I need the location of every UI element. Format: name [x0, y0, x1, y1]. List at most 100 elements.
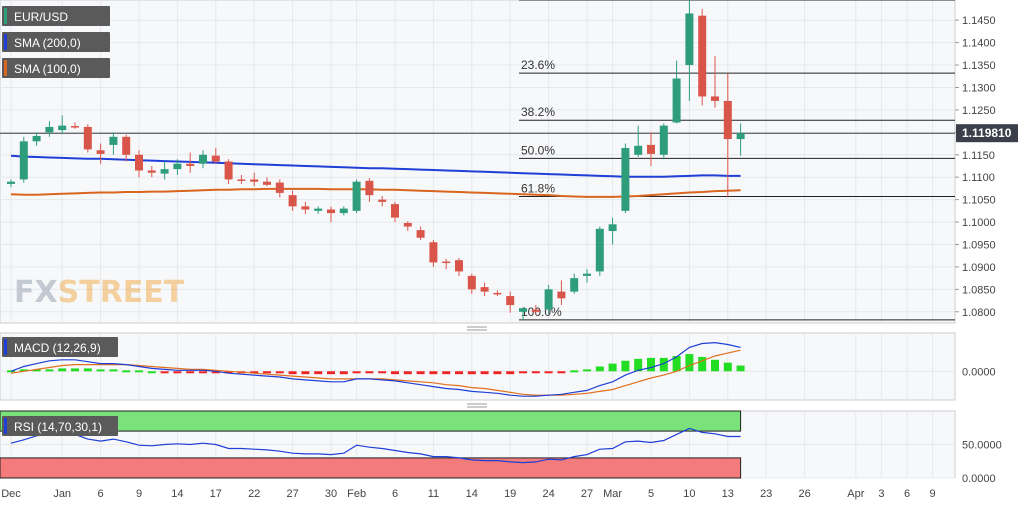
- x-tick-label: 3: [878, 488, 884, 500]
- macd-histogram-bar: [45, 369, 54, 372]
- macd-histogram-bar: [608, 363, 617, 372]
- candle-down: [698, 15, 707, 97]
- pane-divider-handle-2[interactable]: [467, 403, 487, 408]
- legend-macd-text: MACD (12,26,9): [14, 341, 101, 355]
- legend-symbol-text: EUR/USD: [14, 10, 68, 24]
- macd-histogram-bar: [493, 371, 502, 375]
- candle-up: [570, 278, 579, 292]
- y-tick-label: 1.1250: [962, 105, 996, 117]
- x-tick-label: 23: [760, 488, 772, 500]
- candle-up: [634, 145, 643, 155]
- candle-down: [301, 206, 310, 210]
- candle-up: [19, 141, 28, 180]
- y-tick-label: 1.0900: [962, 262, 996, 274]
- x-tick-label: 27: [286, 488, 298, 500]
- macd-histogram-bar: [403, 371, 412, 375]
- x-tick-label: 27: [581, 488, 593, 500]
- macd-histogram-bar: [723, 362, 732, 372]
- x-tick-label: Mar: [603, 488, 622, 500]
- watermark-text: FXSTREET: [14, 275, 185, 310]
- x-tick-label: 9: [930, 488, 936, 500]
- macd-histogram-bar: [570, 370, 579, 373]
- y-tick-label: 1.1400: [962, 38, 996, 50]
- candle-down: [186, 163, 195, 166]
- x-tick-label: Jan: [53, 488, 71, 500]
- rsi-oversold-zone: [0, 457, 742, 479]
- macd-histogram-bar: [736, 365, 745, 372]
- candle-down: [135, 154, 143, 171]
- x-tick-label: 14: [466, 488, 478, 500]
- macd-histogram-bar: [365, 371, 374, 374]
- candle-down: [493, 292, 502, 295]
- candle-down: [711, 96, 719, 101]
- candle-up: [7, 181, 15, 184]
- macd-histogram-bar: [109, 369, 118, 372]
- legend-sma100[interactable]: SMA (100,0): [2, 58, 110, 78]
- candle-down: [442, 261, 451, 264]
- x-tick-label: 13: [722, 488, 734, 500]
- candlesticks: [7, 0, 745, 320]
- x-tick-label: Apr: [847, 488, 864, 500]
- macd-histogram-bar: [480, 371, 489, 375]
- x-tick-label: 6: [392, 488, 398, 500]
- macd-histogram-bar: [634, 358, 643, 372]
- macd-histogram-bar: [263, 371, 271, 374]
- x-tick-label: 14: [171, 488, 183, 500]
- x-tick-label: 5: [648, 488, 654, 500]
- fxstreet-watermark: FXSTREET: [14, 275, 185, 310]
- fib-label: 23.6%: [521, 58, 555, 72]
- candle-up: [339, 208, 348, 214]
- legend-symbol[interactable]: EUR/USD: [2, 6, 110, 26]
- macd-histogram-bar: [416, 371, 425, 375]
- legend-sma200-text: SMA (200,0): [14, 36, 81, 50]
- candle-down: [147, 170, 156, 173]
- macd-histogram-bar: [160, 371, 169, 374]
- x-tick-label: 6: [904, 488, 910, 500]
- fib-label: 38.2%: [521, 105, 555, 119]
- x-tick-label: 10: [683, 488, 695, 500]
- macd-histogram-bar: [32, 369, 41, 372]
- pane-divider-handle-1[interactable]: [467, 326, 487, 331]
- x-tick-label: Dec: [1, 488, 21, 500]
- candle-down: [403, 222, 412, 227]
- macd-histogram-bar: [327, 371, 335, 375]
- candle-down: [365, 180, 374, 196]
- candle-up: [659, 125, 668, 155]
- legend-rsi[interactable]: RSI (14,70,30,1): [2, 416, 118, 436]
- candle-down: [83, 126, 92, 150]
- candle-down: [237, 179, 246, 181]
- macd-line: [10, 341, 741, 397]
- macd-histogram-bar: [147, 371, 156, 374]
- legend-sma200[interactable]: SMA (200,0): [2, 32, 110, 52]
- x-tick-label: 22: [248, 488, 260, 500]
- x-tick-label: 24: [542, 488, 554, 500]
- candle-up: [45, 126, 54, 133]
- legend-macd[interactable]: MACD (12,26,9): [2, 337, 118, 357]
- macd-histogram-bar: [96, 369, 105, 372]
- candle-down: [122, 136, 131, 155]
- macd-histogram-bar: [339, 371, 348, 375]
- rsi-y-tick-label: 50.0000: [962, 440, 1002, 452]
- candle-down: [96, 150, 105, 154]
- macd-histogram-bar: [391, 371, 399, 375]
- macd-histogram-bar: [685, 354, 694, 372]
- last-price-tag: 1.119810: [956, 124, 1018, 143]
- macd-histogram-bar: [595, 366, 604, 372]
- sma-lines: [10, 154, 741, 198]
- y-tick-label: 1.0950: [962, 239, 996, 251]
- macd-histogram-bar: [83, 368, 92, 372]
- legend-rsi-text: RSI (14,70,30,1): [14, 420, 102, 434]
- macd-histogram-bar: [455, 371, 463, 375]
- rsi-line: [10, 427, 741, 464]
- macd-histogram-bar: [429, 371, 438, 375]
- candle-up: [544, 289, 553, 310]
- macd-panel: [7, 341, 745, 397]
- macd-histogram-bar: [672, 355, 681, 372]
- y-tick-label: 1.1350: [962, 60, 996, 72]
- macd-histogram-bar: [135, 370, 143, 373]
- candle-up: [173, 163, 182, 170]
- y-tick-label: 1.1300: [962, 82, 996, 94]
- x-tick-label: 17: [210, 488, 222, 500]
- x-tick-label: 19: [504, 488, 516, 500]
- candle-down: [288, 195, 297, 207]
